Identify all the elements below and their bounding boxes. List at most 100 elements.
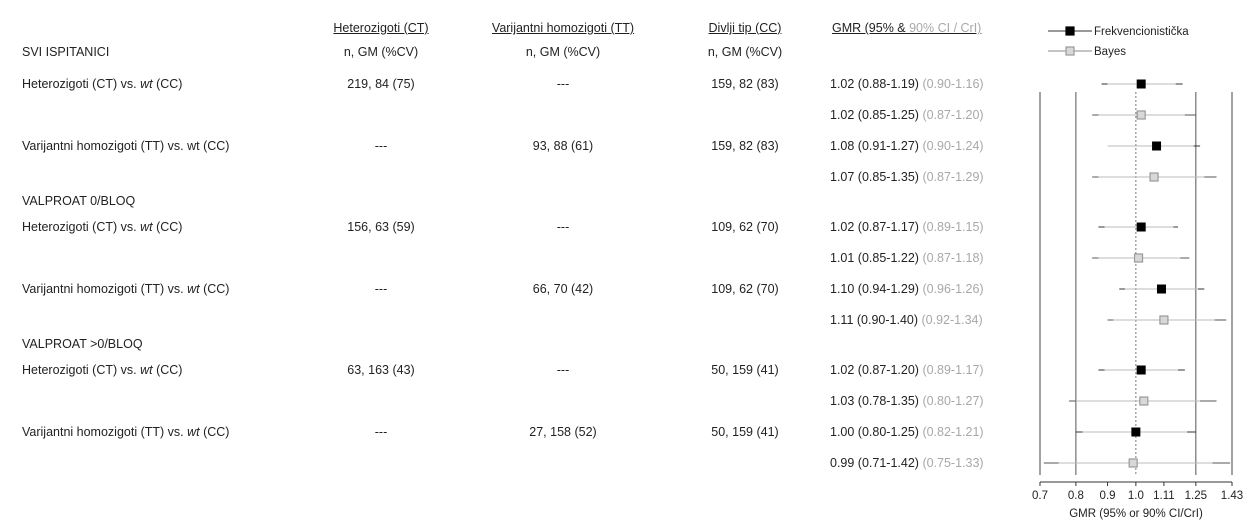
- gmr-ci90: (0.92-1.34): [921, 313, 983, 327]
- gmr-bayes: 1.02 (0.85-1.25) (0.87-1.20): [830, 108, 984, 122]
- row-label: Varijantni homozigoti (TT) vs. wt (CC): [22, 282, 229, 296]
- cell-wt: 50, 159 (41): [711, 425, 779, 439]
- bayes-point-marker: [1149, 172, 1159, 182]
- cell-hom: 93, 88 (61): [532, 139, 594, 153]
- gmr-ci90: (0.80-1.27): [922, 394, 984, 408]
- section-title: VALPROAT >0/BLOQ: [22, 337, 143, 351]
- gmr-main: 1.08 (0.91-1.27): [830, 139, 919, 153]
- x-axis-label: GMR (95% or 90% CI/CrI): [1069, 508, 1203, 520]
- gmr-main: 1.01 (0.85-1.22): [830, 251, 919, 265]
- cell-wt: 50, 159 (41): [711, 363, 779, 377]
- row-label-a: Varijantni homozigoti (TT) vs.: [22, 282, 188, 296]
- gmr-ci90: (0.87-1.18): [922, 251, 984, 265]
- row-label-wt: wt: [140, 220, 153, 234]
- row-label: Heterozigoti (CT) vs. wt (CC): [22, 77, 182, 91]
- cell-het: ---: [374, 282, 388, 296]
- legend-label: Frekvencionistička: [1094, 26, 1189, 38]
- cell-hom: ---: [556, 220, 570, 234]
- cell-het: 219, 84 (75): [347, 77, 415, 91]
- gmr-freq: 1.02 (0.87-1.20) (0.89-1.17): [830, 363, 984, 377]
- subheader-homozigoti: n, GM (%CV): [525, 45, 601, 59]
- gmr-ci90: (0.75-1.33): [922, 456, 984, 470]
- cell-het: ---: [374, 425, 388, 439]
- gmr-main: 1.02 (0.87-1.17): [830, 220, 919, 234]
- gmr-ci90: (0.89-1.17): [922, 363, 984, 377]
- legend-label: Bayes: [1094, 46, 1126, 58]
- bayes-point-marker: [1133, 253, 1144, 263]
- freq-point-marker: [1136, 365, 1146, 375]
- subheader-divlji-tip: n, GM (%CV): [707, 45, 783, 59]
- cell-het: ---: [374, 139, 388, 153]
- gmr-main: 1.11 (0.90-1.40): [830, 313, 919, 327]
- gmr-main: 1.07 (0.85-1.35): [830, 170, 919, 184]
- row-label-wt: wt: [187, 425, 200, 439]
- gmr-main: 1.02 (0.88-1.19): [830, 77, 919, 91]
- row-label-a: Varijantni homozigoti (TT) vs.: [22, 425, 188, 439]
- bayes-point-marker: [1128, 458, 1138, 468]
- gmr-ci90: (0.82-1.21): [922, 425, 984, 439]
- bayes-point-marker: [1159, 315, 1169, 325]
- freq-point-marker: [1152, 141, 1162, 151]
- bayes-point-marker: [1136, 110, 1146, 120]
- cell-het: 156, 63 (59): [347, 220, 415, 234]
- header-divlji-tip: Divlji tip (CC): [708, 21, 782, 35]
- legend-marker: [1065, 46, 1075, 56]
- cell-wt: 159, 82 (83): [711, 139, 779, 153]
- gmr-bayes: 0.99 (0.71-1.42) (0.75-1.33): [830, 456, 984, 470]
- row-label: Varijantni homozigoti (TT) vs. wt (CC): [22, 425, 229, 439]
- bayes-point-marker: [1139, 396, 1149, 406]
- gmr-ci90: (0.90-1.16): [922, 77, 984, 91]
- gmr-bayes: 1.07 (0.85-1.35) (0.87-1.29): [830, 170, 984, 184]
- row-label-a: Heterozigoti (CT) vs.: [22, 220, 141, 234]
- gmr-main: 0.99 (0.71-1.42): [830, 456, 919, 470]
- gmr-main: 1.03 (0.78-1.35): [830, 394, 919, 408]
- cell-wt: 109, 62 (70): [711, 282, 779, 296]
- gmr-bayes: 1.11 (0.90-1.40) (0.92-1.34): [830, 313, 983, 327]
- gmr-ci90: (0.87-1.29): [922, 170, 984, 184]
- gmr-bayes: 1.03 (0.78-1.35) (0.80-1.27): [830, 394, 984, 408]
- freq-point-marker: [1136, 222, 1146, 232]
- cell-wt: 159, 82 (83): [711, 77, 779, 91]
- header-gmr-main: GMR (95% &: [832, 21, 910, 35]
- gmr-main: 1.00 (0.80-1.25): [830, 425, 919, 439]
- row-label-b: (CC): [152, 363, 183, 377]
- row-label-wt: wt: [140, 363, 153, 377]
- gmr-freq: 1.00 (0.80-1.25) (0.82-1.21): [830, 425, 984, 439]
- cell-hom: ---: [556, 363, 570, 377]
- x-tick-label: 0.9: [1100, 490, 1116, 502]
- x-tick-label: 1.0: [1128, 490, 1144, 502]
- cell-het: 63, 163 (43): [347, 363, 415, 377]
- row-label-b: (CC): [152, 77, 183, 91]
- row-label-b: (CC): [199, 425, 230, 439]
- gmr-freq: 1.02 (0.87-1.17) (0.89-1.15): [830, 220, 984, 234]
- gmr-ci90: (0.90-1.24): [922, 139, 984, 153]
- row-label-a: Heterozigoti (CT) vs.: [22, 363, 141, 377]
- gmr-main: 1.02 (0.87-1.20): [830, 363, 919, 377]
- row-label-b: (CC): [199, 282, 230, 296]
- header-gmr-ci90: 90% CI / CrI): [909, 21, 982, 35]
- header-homozigoti: Varijantni homozigoti (TT): [491, 21, 635, 35]
- header-gmr: GMR (95% & 90% CI / CrI): [832, 21, 981, 35]
- row-label: Varijantni homozigoti (TT) vs. wt (CC): [22, 139, 229, 153]
- cell-wt: 109, 62 (70): [711, 220, 779, 234]
- row-label-a: Heterozigoti (CT) vs.: [22, 77, 141, 91]
- gmr-ci90: (0.89-1.15): [922, 220, 984, 234]
- section-title: VALPROAT 0/BLOQ: [22, 194, 136, 208]
- freq-point-marker: [1136, 79, 1146, 89]
- cell-hom: ---: [556, 77, 570, 91]
- x-tick-label: 1.43: [1221, 490, 1243, 502]
- row-label: Heterozigoti (CT) vs. wt (CC): [22, 363, 182, 377]
- x-tick-label: 1.11: [1153, 490, 1175, 502]
- cell-hom: 66, 70 (42): [532, 282, 594, 296]
- row-label: Heterozigoti (CT) vs. wt (CC): [22, 220, 182, 234]
- row-label-b: (CC): [152, 220, 183, 234]
- freq-point-marker: [1156, 284, 1166, 294]
- gmr-freq: 1.10 (0.94-1.29) (0.96-1.26): [830, 282, 984, 296]
- gmr-freq: 1.02 (0.88-1.19) (0.90-1.16): [830, 77, 984, 91]
- gmr-ci90: (0.87-1.20): [922, 108, 984, 122]
- row-label-wt: wt: [140, 77, 153, 91]
- x-tick-label: 0.7: [1032, 490, 1048, 502]
- subheader-heterozigoti: n, GM (%CV): [343, 45, 419, 59]
- gmr-main: 1.02 (0.85-1.25): [830, 108, 919, 122]
